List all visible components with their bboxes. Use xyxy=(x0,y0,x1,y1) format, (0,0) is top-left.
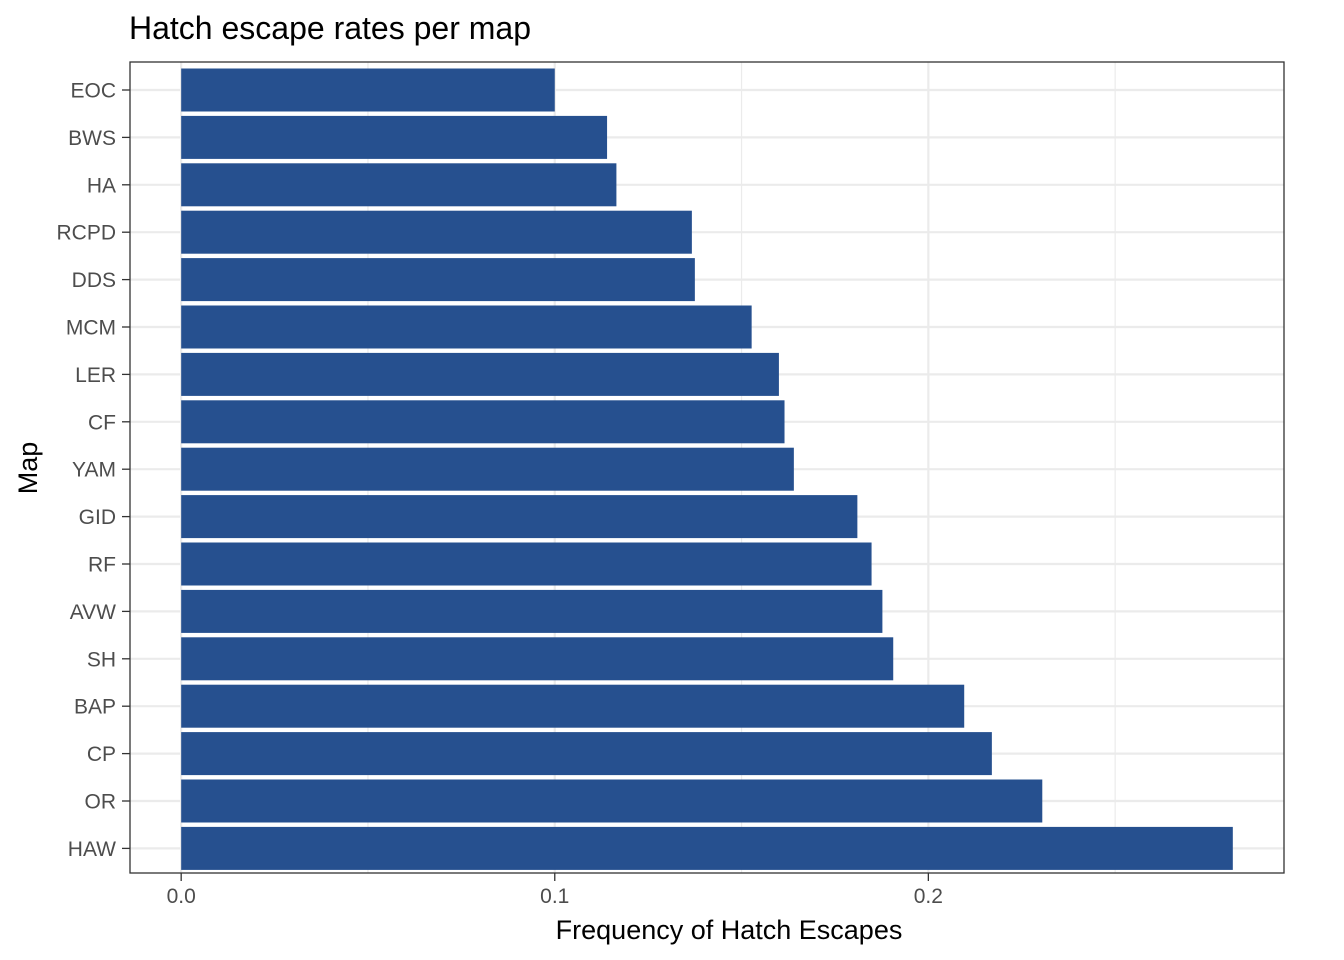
bar-bap xyxy=(181,684,965,728)
bar-ha xyxy=(181,163,617,207)
x-tick-label: 0.0 xyxy=(167,885,196,908)
y-tick-label: RF xyxy=(88,554,116,577)
y-tick-label: CP xyxy=(87,743,116,766)
bar-yam xyxy=(181,447,794,491)
bar-eoc xyxy=(181,68,555,112)
bar-cf xyxy=(181,400,785,444)
bar-bws xyxy=(181,115,608,159)
chart-title: Hatch escape rates per map xyxy=(129,10,531,46)
y-tick-label: MCM xyxy=(66,317,116,340)
bar-rcpd xyxy=(181,210,692,254)
y-tick-label: OR xyxy=(85,791,117,814)
y-tick-label: DDS xyxy=(72,269,116,292)
x-tick-label: 0.2 xyxy=(914,885,943,908)
y-tick-label: RCPD xyxy=(56,222,116,245)
y-tick-label: AVW xyxy=(70,601,116,624)
panel-border xyxy=(129,61,1285,874)
x-tick-label: 0.1 xyxy=(540,885,569,908)
panel-border-rect xyxy=(129,61,1285,874)
bar-dds xyxy=(181,258,695,302)
bar-ler xyxy=(181,352,779,396)
bar-or xyxy=(181,779,1043,823)
y-tick-label: SH xyxy=(87,648,116,671)
bar-sh xyxy=(181,637,894,681)
y-tick-label: BWS xyxy=(68,127,116,150)
bar-avw xyxy=(181,589,883,633)
y-axis-title: Map xyxy=(13,442,43,495)
y-tick-label: EOC xyxy=(70,80,116,103)
y-tick-label: HAW xyxy=(68,838,116,861)
y-tick-label: HA xyxy=(87,174,116,197)
y-tick-label: CF xyxy=(88,411,116,434)
y-tick-label: LER xyxy=(75,364,116,387)
bars xyxy=(181,68,1233,870)
y-tick-label: GID xyxy=(79,506,116,529)
y-axis: EOC BWS HA RCPD DDS MCM LER CF YAM GID RF AVW SH BAP C… xyxy=(56,80,130,861)
bar-haw xyxy=(181,826,1233,870)
bar-mcm xyxy=(181,305,752,349)
x-axis: 0.0 0.1 0.2 xyxy=(167,873,943,908)
y-tick-label: YAM xyxy=(72,459,116,482)
x-axis-title: Frequency of Hatch Escapes xyxy=(556,915,903,945)
y-tick-label: BAP xyxy=(74,696,116,719)
bar-cp xyxy=(181,732,992,776)
bar-rf xyxy=(181,542,872,586)
bar-gid xyxy=(181,495,858,539)
